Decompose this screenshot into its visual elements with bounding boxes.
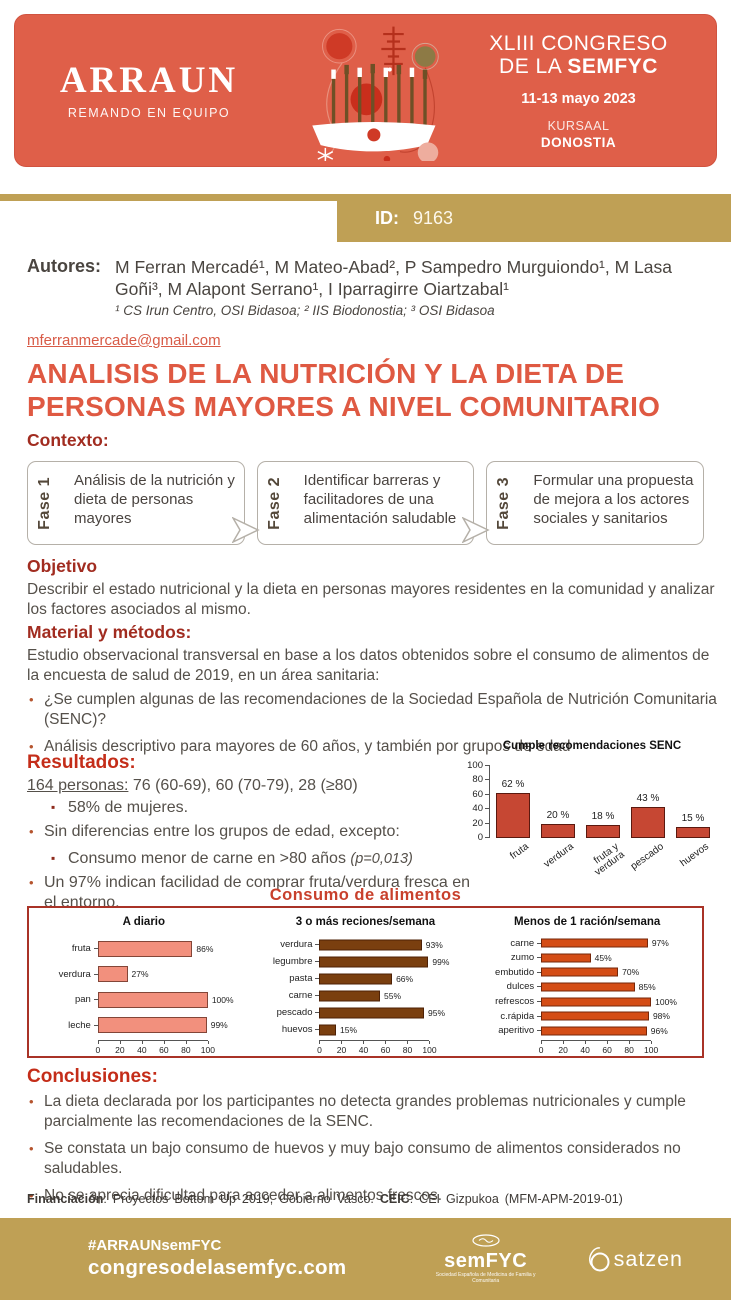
personas-groups: 76 (60-69), 60 (70-79), 28 (≥80)	[128, 777, 358, 794]
tres-o-mas-bar-chart: 3 o más reciones/semana verdura 93% legumbr…	[272, 916, 450, 1055]
brand-tagline: REMANDO EN EQUIPO	[67, 105, 231, 120]
fase-2-box: Fase 2 Identificar barreras y facilitado…	[256, 461, 475, 545]
conclusiones-bullet: No se aprecia dificultad para acceder a …	[27, 1186, 717, 1206]
semfyc-subtitle: Sociedad Española de Medicina de Familia…	[435, 1272, 536, 1284]
footer-links: #ARRAUNsemFYC congresodelasemfyc.com	[88, 1236, 346, 1282]
footer-logos: semFYC Sociedad Española de Medicina de …	[430, 1234, 683, 1284]
osatzen-logo: satzen	[586, 1243, 683, 1275]
metodos-bullet: Análisis descriptivo para mayores de 60 …	[27, 737, 717, 757]
menos-de-1-bar-chart: Menos de 1 ración/semana carne 97% zumo 45% e…	[495, 916, 677, 1055]
congress-footer: #ARRAUNsemFYC congresodelasemfyc.com sem…	[0, 1218, 731, 1300]
fase-1-label: Fase 1	[36, 476, 53, 530]
contexto-heading: Contexto:	[27, 430, 109, 450]
authors-affiliations: ¹ CS Irun Centro, OSI Bidasoa; ² IIS Bio…	[115, 303, 495, 318]
personas-count: 164 personas:	[27, 777, 129, 794]
objetivo-heading: Objetivo	[27, 556, 98, 576]
congress-hashtag: #ARRAUNsemFYC	[88, 1236, 222, 1254]
funding-label: Financiación	[27, 1192, 104, 1206]
metodos-bullets: ¿Se cumplen algunas de las recomendacion…	[27, 690, 717, 764]
resultados-personas: 164 personas: 76 (60-69), 60 (70-79), 28…	[27, 776, 477, 796]
resultados-sub-bullet: 58% de mujeres.	[51, 797, 477, 818]
authors-label: Autores:	[27, 256, 102, 276]
congress-info: XLIII CONGRESO DE LA SEMFYC 11-13 mayo 2…	[461, 32, 716, 150]
carne-text: Consumo menor de carne en >80 años	[68, 850, 351, 867]
resultados-sub-bullet: Consumo menor de carne en >80 años (p=0,…	[51, 848, 477, 869]
resultados-text: 164 personas: 76 (60-69), 60 (70-79), 28…	[27, 776, 477, 920]
congress-line1: XLIII CONGRESO	[489, 31, 668, 55]
semfyc-logo: semFYC Sociedad Española de Medicina de …	[430, 1234, 542, 1284]
semfyc-wordmark: semFYC	[444, 1250, 528, 1272]
metodos-bullet: ¿Se cumplen algunas de las recomendacion…	[27, 690, 717, 730]
fase-3-box: Fase 3 Formular una propuesta de mejora …	[486, 461, 705, 545]
resultados-heading: Resultados:	[27, 752, 136, 773]
congress-website: congresodelasemfyc.com	[88, 1256, 347, 1280]
congress-dates: 11-13 mayo 2023	[521, 90, 636, 107]
id-badge: ID: 9163	[337, 194, 731, 242]
contact-email-link[interactable]: mferranmercade@gmail.com	[27, 332, 221, 349]
fase-1-text: Análisis de la nutrición y dieta de pers…	[74, 472, 235, 527]
conclusiones-bullets: La dieta declarada por los participantes…	[27, 1092, 717, 1213]
fase-3-text: Formular una propuesta de mejora a los a…	[533, 472, 694, 527]
brand-block: ARRAUN REMANDO EN EQUIPO	[15, 59, 283, 120]
resultados-bullet: Sin diferencias entre los grupos de edad…	[27, 822, 477, 842]
congress-city: DONOSTIA	[540, 134, 617, 150]
senc-bar-chart: Cumple recomendaciones SENC 0 20 40 60 80 100 6…	[461, 740, 723, 878]
osatzen-wordmark: satzen	[613, 1246, 683, 1271]
metodos-intro: Estudio observacional transversal en bas…	[27, 647, 710, 684]
ceic-text: : CEI Gizpukoa (MFM-APM-2019-01)	[409, 1192, 623, 1206]
id-value: 9163	[413, 207, 454, 228]
congress-name: XLIII CONGRESO DE LA SEMFYC	[461, 32, 696, 78]
congress-venue: KURSAAL	[547, 118, 610, 133]
congress-header: ARRAUN REMANDO EN EQUIPO	[14, 14, 717, 167]
objetivo-text: Describir el estado nutricional y la die…	[27, 581, 715, 618]
authors-names: M Ferran Mercadé¹, M Mateo-Abad², P Samp…	[115, 257, 672, 299]
o-circle-icon	[588, 1247, 610, 1272]
funding-note: Financiación: Proyectos Bottom Up 2019, …	[27, 1192, 717, 1206]
brand-logo-text: ARRAUN	[59, 59, 239, 101]
congress-line2-prefix: DE LA	[499, 54, 568, 78]
fase-1-box: Fase 1 Análisis de la nutrición y dieta …	[27, 461, 245, 545]
fase-flow: Fase 1 Análisis de la nutrición y dieta …	[27, 461, 705, 545]
funding-text: : Proyectos Bottom Up 2019, Gobierno Vas…	[103, 1192, 380, 1206]
fase-2-label: Fase 2	[265, 476, 283, 530]
conclusiones-bullet: La dieta declarada por los participantes…	[27, 1092, 717, 1132]
conclusiones-bullet: Se constata un bajo consumo de huevos y …	[27, 1139, 717, 1179]
p-value: (p=0,013)	[350, 851, 413, 867]
conclusiones-heading: Conclusiones:	[27, 1066, 158, 1087]
ceic-label: CEIC	[379, 1192, 410, 1206]
semfyc-emblem-icon	[472, 1234, 500, 1247]
a-diario-bar-chart: A diario fruta 86% verdura 27% pan 100% leche 99…	[58, 916, 234, 1055]
arrow-right-icon	[232, 517, 260, 543]
consumo-charts-panel: A diario fruta 86% verdura 27% pan 100% leche 99…	[27, 906, 704, 1058]
id-label: ID:	[375, 207, 399, 228]
authors-block: Autores: M Ferran Mercadé¹, M Mateo-Abad…	[27, 256, 717, 300]
arrow-right-icon	[462, 517, 490, 543]
metodos-heading: Material y métodos:	[27, 622, 192, 642]
poster-title: ANALISIS DE LA NUTRICIÓN Y LA DIETA DE P…	[27, 358, 661, 422]
fase-2-text: Identificar barreras y facilitadores de …	[303, 472, 457, 527]
congress-line2-semfyc: SEMFYC	[567, 54, 658, 78]
id-strip: ID: 9163	[0, 194, 731, 242]
rowing-boat-icon	[283, 15, 461, 166]
consumo-heading: Consumo de alimentos	[269, 886, 462, 904]
fase-3-label: Fase 3	[495, 476, 513, 530]
